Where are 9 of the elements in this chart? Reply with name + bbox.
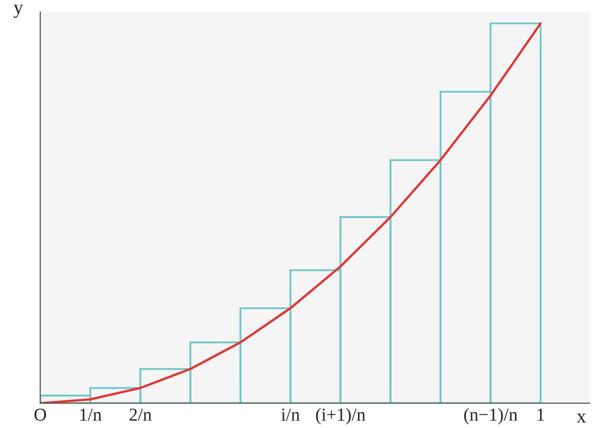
x-axis-title: x bbox=[576, 414, 586, 423]
x-tick-label: 1 bbox=[538, 408, 544, 421]
x-tick-label: O bbox=[34, 408, 46, 421]
x-tick-label: 1/n bbox=[80, 408, 102, 421]
x-tick-label: (n−1)/n bbox=[464, 408, 518, 424]
x-tick-label: (i+1)/n bbox=[316, 408, 366, 424]
x-tick-label: i/n bbox=[281, 408, 300, 421]
x-tick-label: 2/n bbox=[130, 408, 152, 421]
y-axis-title: y bbox=[14, 4, 24, 18]
